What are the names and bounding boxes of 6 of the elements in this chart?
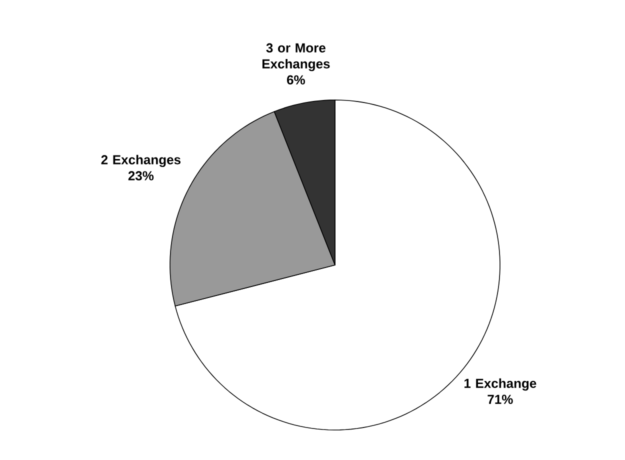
slice-label: 3 or More Exchanges bbox=[262, 43, 330, 72]
data-label: 71% bbox=[488, 394, 513, 404]
slice-label: 2 Exchanges bbox=[101, 154, 180, 168]
data-label: 6% bbox=[287, 75, 305, 84]
data-label: 23% bbox=[128, 171, 154, 180]
slice-label: 1 Exchange bbox=[464, 378, 536, 391]
